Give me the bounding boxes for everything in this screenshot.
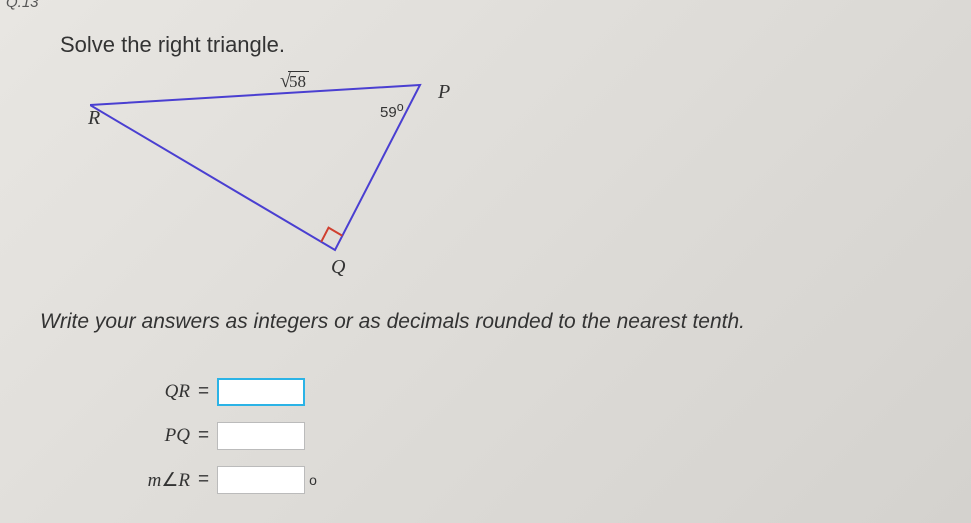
answer-row-pq: PQ = xyxy=(120,419,317,453)
input-angle-r[interactable] xyxy=(217,466,305,494)
answer-section: QR = PQ = m∠R = o xyxy=(120,375,317,507)
hint-text: Write your answers as integers or as dec… xyxy=(40,310,745,334)
answer-label-qr: QR xyxy=(120,381,190,403)
worksheet-page: Q.13 Solve the right triangle. R P Q √58… xyxy=(0,0,971,523)
vertex-label-r: R xyxy=(88,107,100,130)
equals-sign: = xyxy=(198,381,209,403)
hypotenuse-label: √58 xyxy=(280,70,309,93)
answer-row-angle-r: m∠R = o xyxy=(120,463,317,497)
question-number: Q.13 xyxy=(6,0,39,11)
equals-sign: = xyxy=(198,425,209,447)
equals-sign: = xyxy=(198,469,209,491)
answer-label-pq: PQ xyxy=(120,425,190,447)
answer-label-angle-r: m∠R xyxy=(120,469,190,492)
angle-p-label: 59o xyxy=(380,100,404,121)
instruction-text: Solve the right triangle. xyxy=(60,32,285,58)
triangle-figure: R P Q √58 59o xyxy=(90,70,490,280)
vertex-label-p: P xyxy=(438,81,450,104)
vertex-label-q: Q xyxy=(331,256,345,279)
triangle-svg xyxy=(90,70,490,280)
input-pq[interactable] xyxy=(217,422,305,450)
input-qr[interactable] xyxy=(217,378,305,406)
answer-row-qr: QR = xyxy=(120,375,317,409)
degree-unit: o xyxy=(309,472,317,488)
